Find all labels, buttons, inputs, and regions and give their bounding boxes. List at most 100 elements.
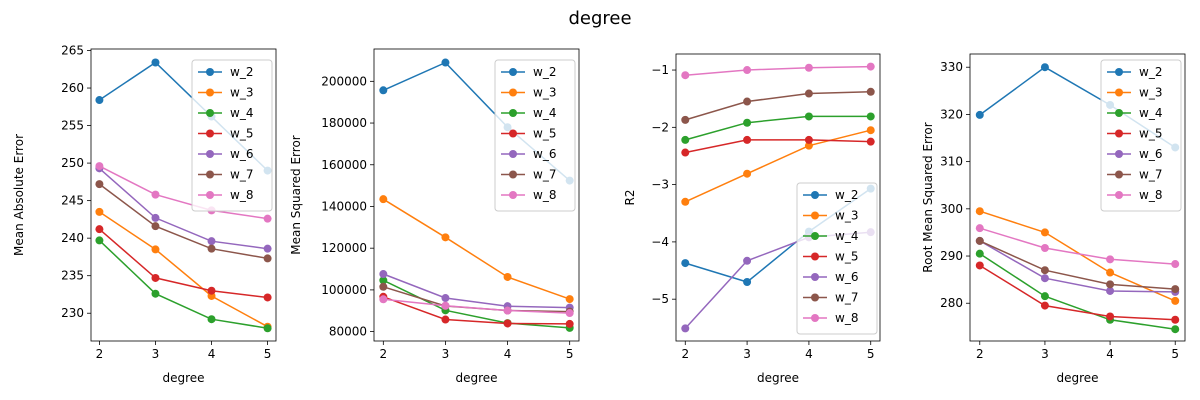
data-point-w_7 [975,236,984,245]
y-tick-label: 180000 [321,116,367,130]
legend-label-w_4: w_4 [230,106,253,120]
legend-marker-w_7 [206,170,214,179]
legend-label-w_5: w_5 [1139,127,1162,141]
x-tick-label: 4 [208,347,216,361]
data-point-w_4 [379,276,388,285]
y-tick-label: −3 [651,178,669,192]
series-line-w_6 [979,240,1176,293]
data-point-w_8 [95,162,104,171]
legend-marker-w_4 [811,232,819,240]
legend: w_2 w_3 w_4 w_5 w_6 w_7 w_8 [796,182,878,335]
series-line-w_5 [383,296,570,325]
legend-label-w_7: w_7 [533,168,556,182]
y-tick-label: 280 [940,296,963,310]
y-tick-label: −1 [651,63,669,77]
y-tick-label: 240 [61,231,84,245]
y-tick-label: 120000 [321,241,367,255]
data-point-w_4 [1040,292,1049,301]
series-line-w_4 [98,239,268,329]
series-line-w_5 [685,139,871,154]
legend-label-w_6: w_6 [1139,147,1162,161]
data-point-w_3 [1040,228,1049,237]
legend-label-w_2: w_2 [1139,65,1162,79]
data-point-w_8 [151,190,160,199]
data-point-w_8 [681,71,690,80]
plot-frame [90,48,277,342]
data-point-w_3 [681,197,690,206]
legend-label-w_3: w_3 [1139,86,1162,100]
x-tick-label: 2 [379,347,387,361]
data-point-w_7 [1171,285,1180,294]
y-tick-label: 320 [940,107,963,121]
y-tick-label: 235 [61,269,84,283]
data-point-w_5 [1040,301,1049,310]
series-line-w_8 [383,298,570,314]
data-point-w_6 [1106,286,1115,295]
data-point-w_4 [151,289,160,298]
legend-marker-w_6 [206,150,214,158]
legend-label-w_5: w_5 [230,127,253,141]
series-line-w_7 [979,240,1176,290]
data-point-w_7 [743,97,752,106]
y-tick-label: 230 [61,306,84,320]
series-line-w_4 [979,253,1176,330]
legend-label-w_4: w_4 [1139,106,1162,120]
y-axis-label: R2 [623,190,637,206]
data-point-w_8 [1106,255,1115,264]
data-point-w_3 [1106,268,1115,277]
data-point-w_6 [379,270,388,279]
legend-label-w_7: w_7 [1139,168,1162,182]
data-point-w_6 [151,213,160,222]
data-point-w_7 [804,89,813,98]
data-point-w_3 [565,295,574,304]
legend-label-w_6: w_6 [835,270,858,284]
data-point-w_3 [503,272,512,281]
data-point-w_5 [866,137,875,146]
y-tick-label: 310 [940,155,963,169]
data-point-w_3 [866,126,875,135]
data-point-w_4 [975,249,984,258]
data-point-w_5 [207,286,216,295]
data-point-w_7 [1040,266,1049,275]
chart-3: 2 3 4 5 −5 −4 −3 −2 −1 degree R2 w_2 w_3 w_4 w_5 w_6 w_7… [623,53,881,385]
legend-label-w_8: w_8 [533,188,556,202]
x-tick-label: 4 [504,347,512,361]
y-tick-label: 330 [940,60,963,74]
data-point-w_8 [975,224,984,233]
legend-marker-w_5 [811,252,819,261]
y-axis-label: Mean Absolute Error [12,134,26,256]
series-line-w_7 [685,91,871,121]
legend-marker-w_3 [509,88,517,97]
legend-marker-w_8 [509,191,517,199]
data-point-w_8 [866,62,875,71]
legend-marker-w_2 [1115,68,1123,76]
x-tick-label: 5 [1171,347,1179,361]
legend-marker-w_7 [811,293,819,302]
y-tick-label: −4 [651,235,669,249]
legend-label-w_7: w_7 [230,168,253,182]
chart-1: 2 3 4 5 230 235 240 245 250 255 260 265 degree Mean A… [12,44,277,385]
data-point-w_5 [263,293,272,302]
legend-marker-w_2 [206,68,214,76]
data-point-w_2 [975,110,984,119]
x-tick-label: 3 [442,347,450,361]
legend-label-w_8: w_8 [230,188,253,202]
data-point-w_5 [975,261,984,270]
legend-marker-w_8 [206,191,214,199]
data-point-w_5 [441,315,450,324]
data-point-w_8 [804,63,813,72]
data-point-w_7 [95,180,104,189]
data-point-w_6 [441,294,450,303]
data-point-w_4 [95,236,104,245]
legend: w_2 w_3 w_4 w_5 w_6 w_7 w_8 [1100,59,1182,212]
series-line-w_5 [979,264,1176,321]
legend-label-w_8: w_8 [1139,188,1162,202]
legend-label-w_6: w_6 [230,147,253,161]
y-tick-label: 260 [61,81,84,95]
legend-marker-w_4 [509,109,517,117]
legend-marker-w_7 [509,170,517,179]
data-point-w_5 [681,148,690,157]
x-tick-label: 3 [1041,347,1049,361]
data-point-w_3 [1171,296,1180,305]
series-line-w_8 [99,165,268,220]
